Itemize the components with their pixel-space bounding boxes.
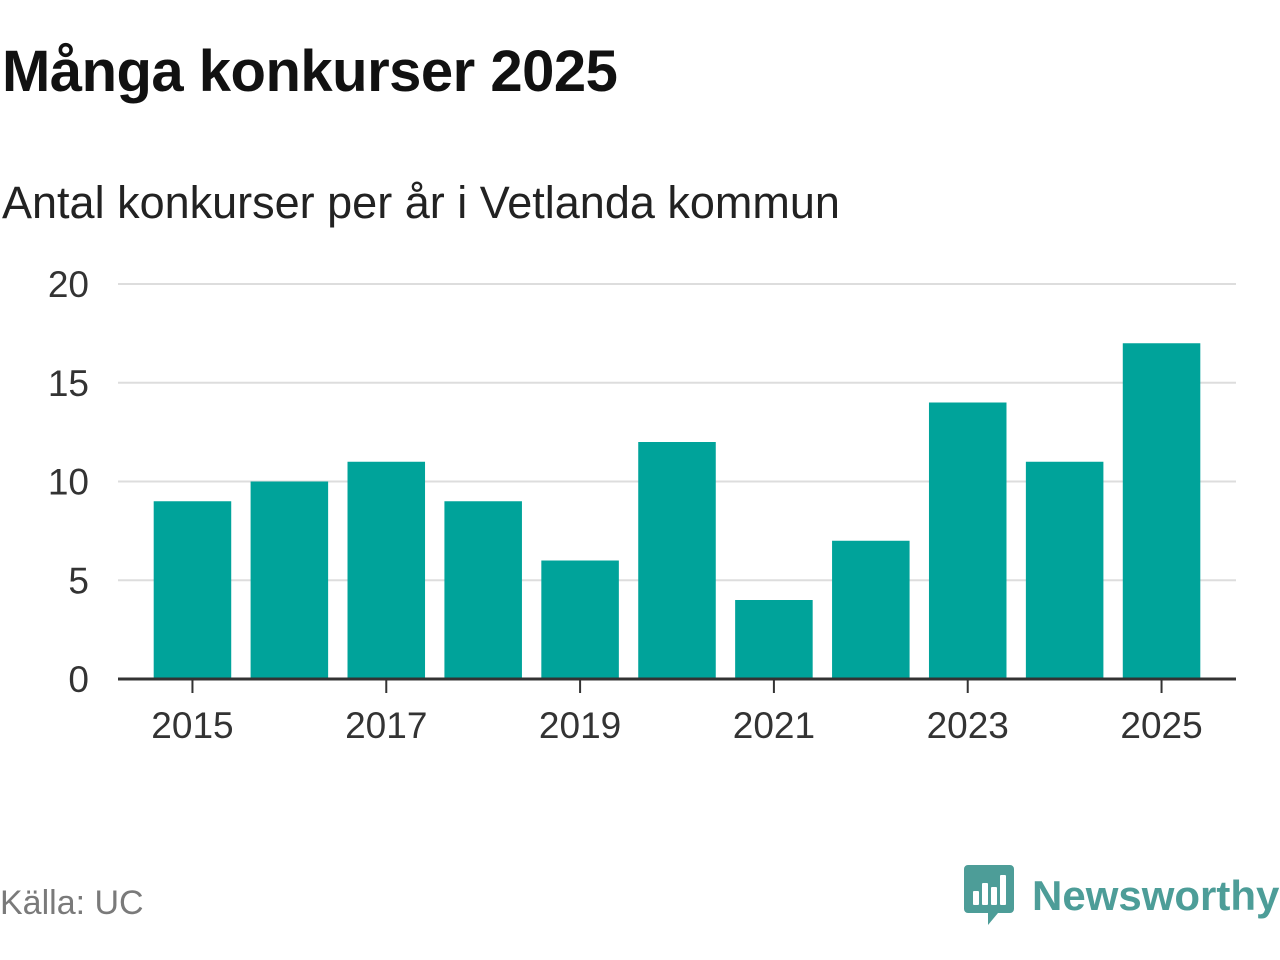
bar-2016 xyxy=(250,481,329,679)
brand-name: Newsworthy xyxy=(1032,872,1280,919)
x-axis: 2015 2017 2019 2021 2023 2025 xyxy=(118,677,1236,746)
x-tick-label: 2015 xyxy=(151,705,233,746)
y-tick-label: 15 xyxy=(48,363,89,404)
x-tick-label: 2025 xyxy=(1120,705,1202,746)
bar-2023 xyxy=(928,402,1007,679)
bar-2019 xyxy=(541,560,619,679)
x-tick-label: 2019 xyxy=(539,705,621,746)
source-note: Källa: UC xyxy=(0,884,144,922)
bar-2021 xyxy=(735,600,813,679)
x-tick-label: 2021 xyxy=(733,705,815,746)
x-tick-label: 2017 xyxy=(345,705,427,746)
x-tick-label: 2023 xyxy=(927,705,1009,746)
bar-2020 xyxy=(638,442,716,679)
y-tick-label: 10 xyxy=(48,462,89,503)
newsworthy-logo-icon xyxy=(964,865,1014,925)
y-tick-label: 5 xyxy=(68,560,89,601)
bar-2025 xyxy=(1122,343,1201,679)
bar-2018 xyxy=(444,501,522,679)
brand: Newsworthy xyxy=(964,864,1279,928)
y-tick-label: 0 xyxy=(68,659,89,700)
bar-2024 xyxy=(1025,461,1104,679)
chart-title: Många konkurser 2025 xyxy=(2,39,618,104)
bar-2015 xyxy=(153,501,232,679)
chart-subtitle: Antal konkurser per år i Vetlanda kommun xyxy=(2,177,840,228)
bars xyxy=(153,343,1201,679)
y-axis-labels: 0 5 10 15 20 xyxy=(48,264,89,700)
y-tick-label: 20 xyxy=(48,264,89,305)
bar-2017 xyxy=(347,461,426,679)
bar-2022 xyxy=(832,540,910,679)
